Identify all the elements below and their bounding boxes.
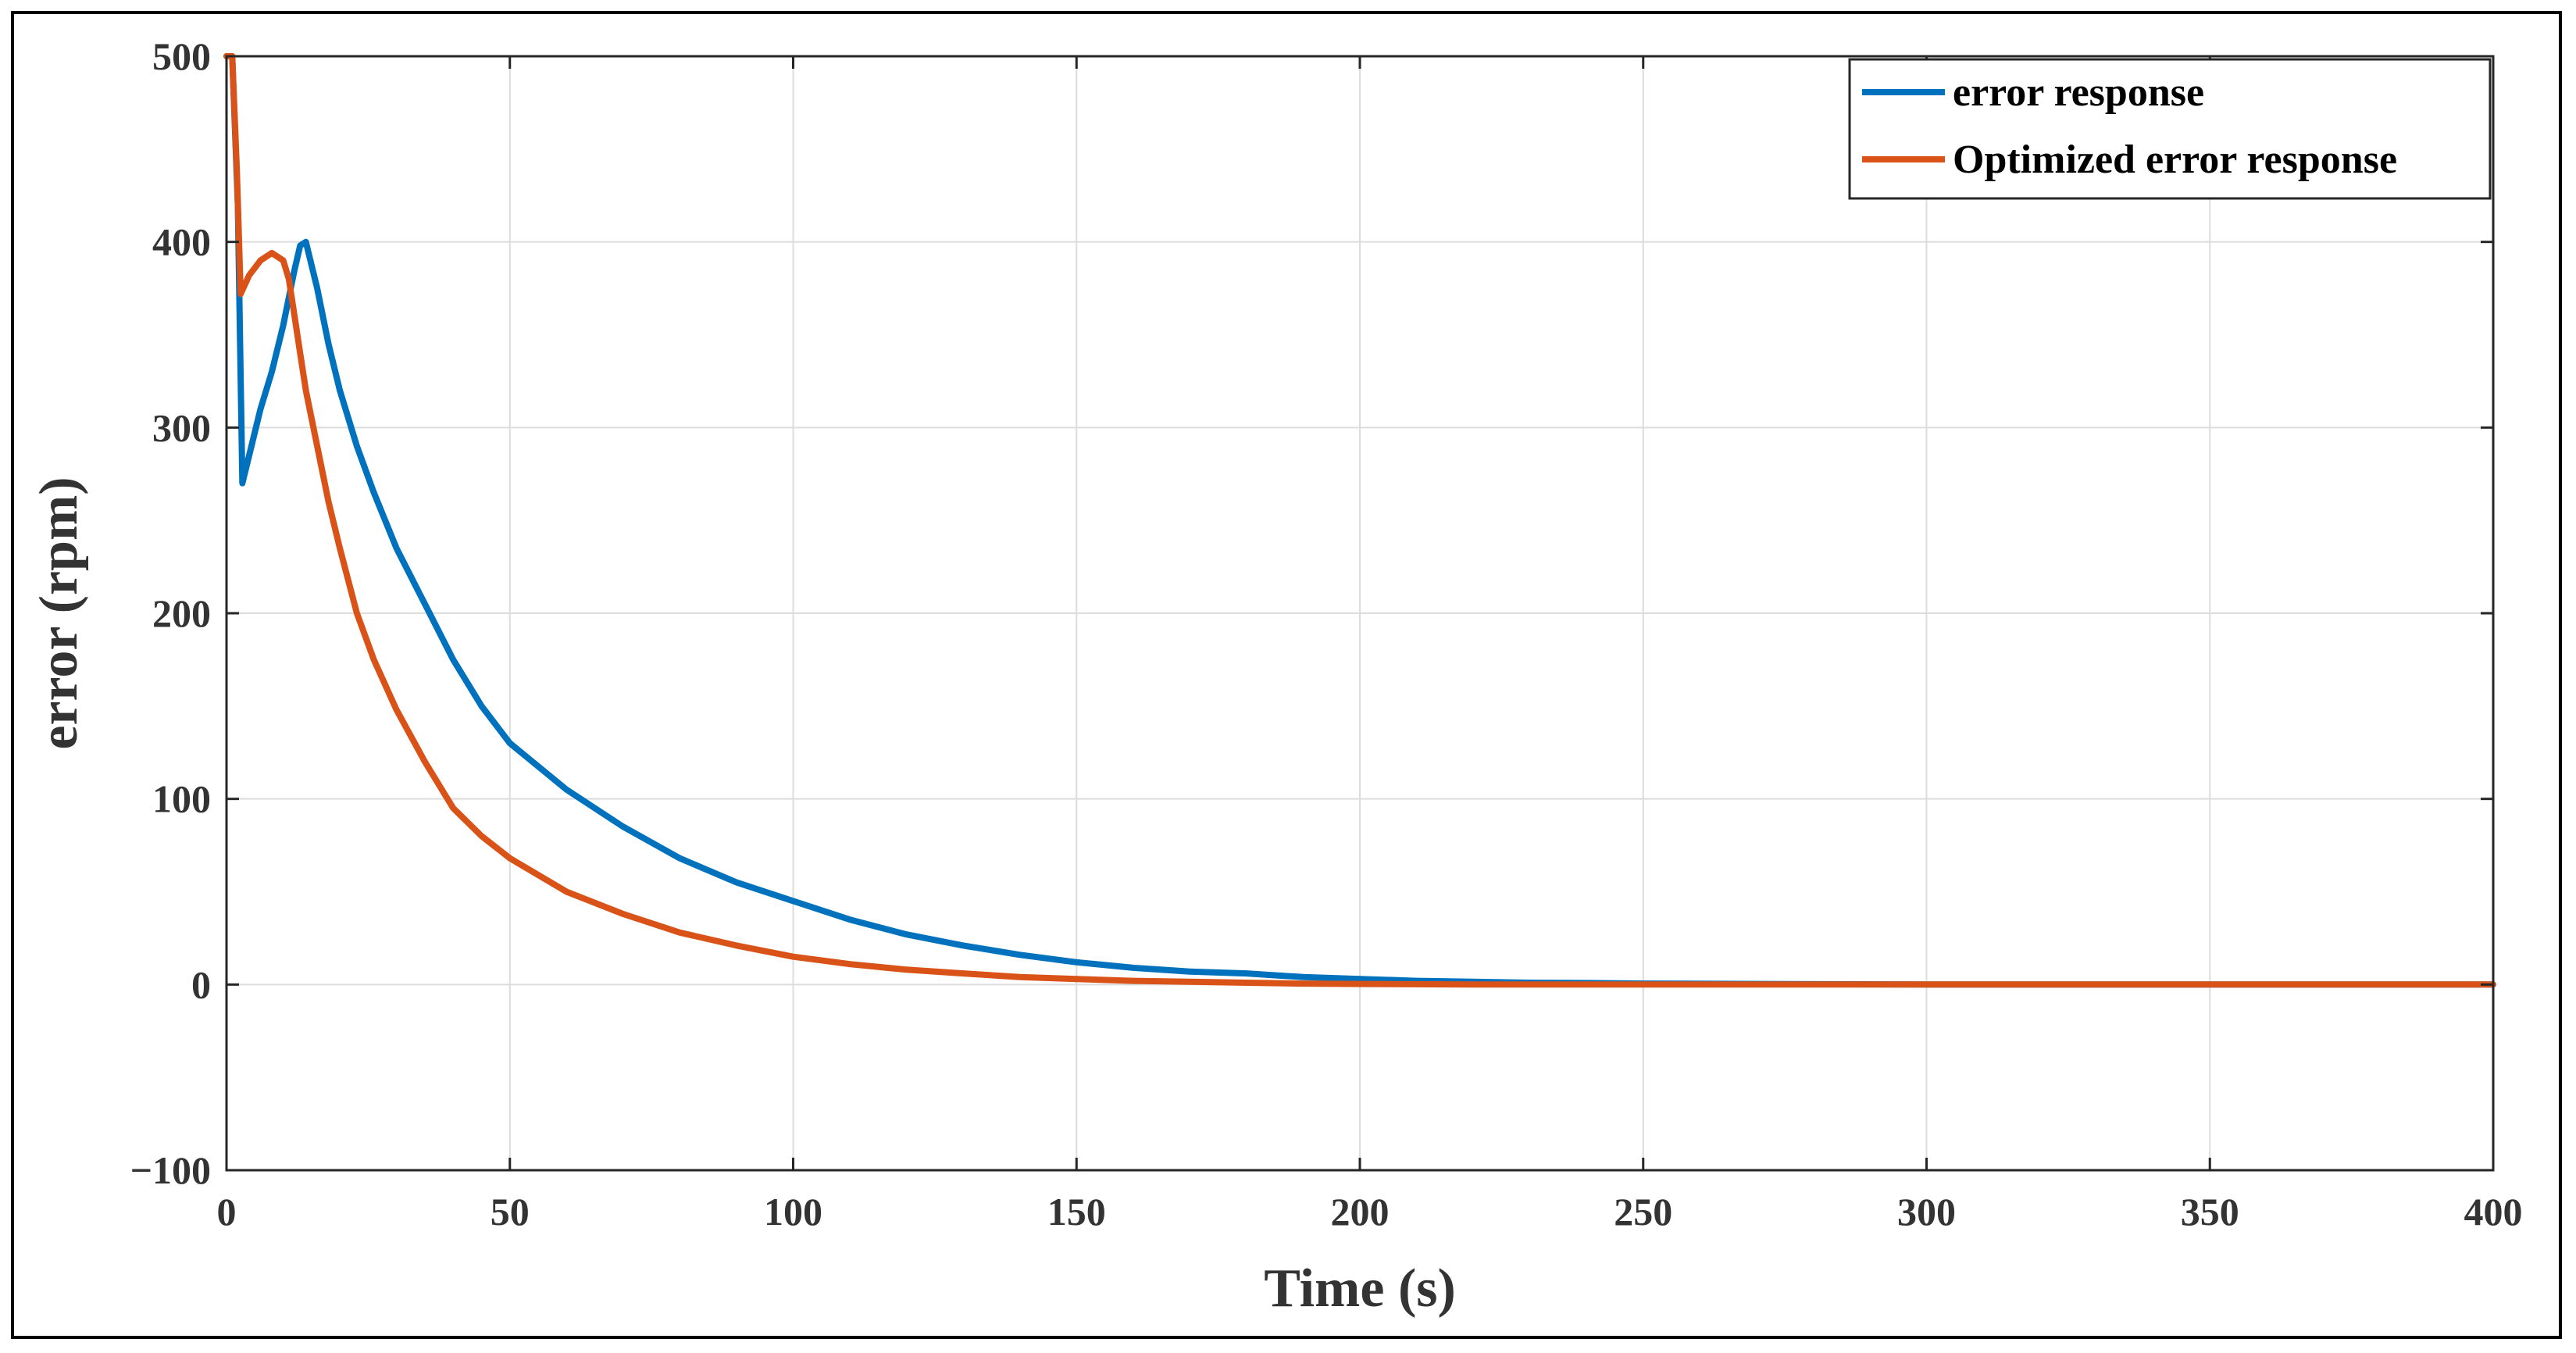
x-tick-label: 100 — [764, 1190, 822, 1233]
x-tick-label: 50 — [491, 1190, 530, 1233]
grid — [226, 55, 2494, 1171]
legend-box — [1848, 58, 2492, 200]
y-tick-label: −100 — [130, 1148, 212, 1192]
x-tick-label: 350 — [2181, 1190, 2239, 1233]
legend-label-optimized-error-response: Optimized error response — [1953, 137, 2397, 182]
y-tick-label: 200 — [152, 591, 211, 635]
x-tick-label: 400 — [2464, 1190, 2523, 1233]
x-tick-label: 150 — [1047, 1190, 1106, 1233]
y-tick-label: 100 — [152, 777, 211, 821]
y-tick-label: 0 — [191, 962, 211, 1006]
x-tick-label: 200 — [1331, 1190, 1390, 1233]
x-axis-label: Time (s) — [1264, 1258, 1456, 1319]
axis-ticks: 0 50 100 150 200 250 300 350 400−100010020030040… — [130, 34, 2523, 1233]
series-lines — [223, 53, 2496, 988]
figure-frame — [11, 11, 2562, 1339]
x-tick-label: 250 — [1614, 1190, 1672, 1233]
x-tick-label: 300 — [1897, 1190, 1956, 1233]
y-axis-label: error (rpm) — [29, 477, 89, 749]
x-tick-label: 0 — [217, 1190, 237, 1233]
legend: error response Optimized error response — [1848, 58, 2492, 200]
y-tick-label: 500 — [152, 34, 211, 78]
y-tick-label: 400 — [152, 220, 211, 264]
series-line-optimized-error-response — [223, 53, 2496, 988]
y-tick-label: 300 — [152, 405, 211, 449]
legend-label-error-response: error response — [1953, 70, 2204, 115]
